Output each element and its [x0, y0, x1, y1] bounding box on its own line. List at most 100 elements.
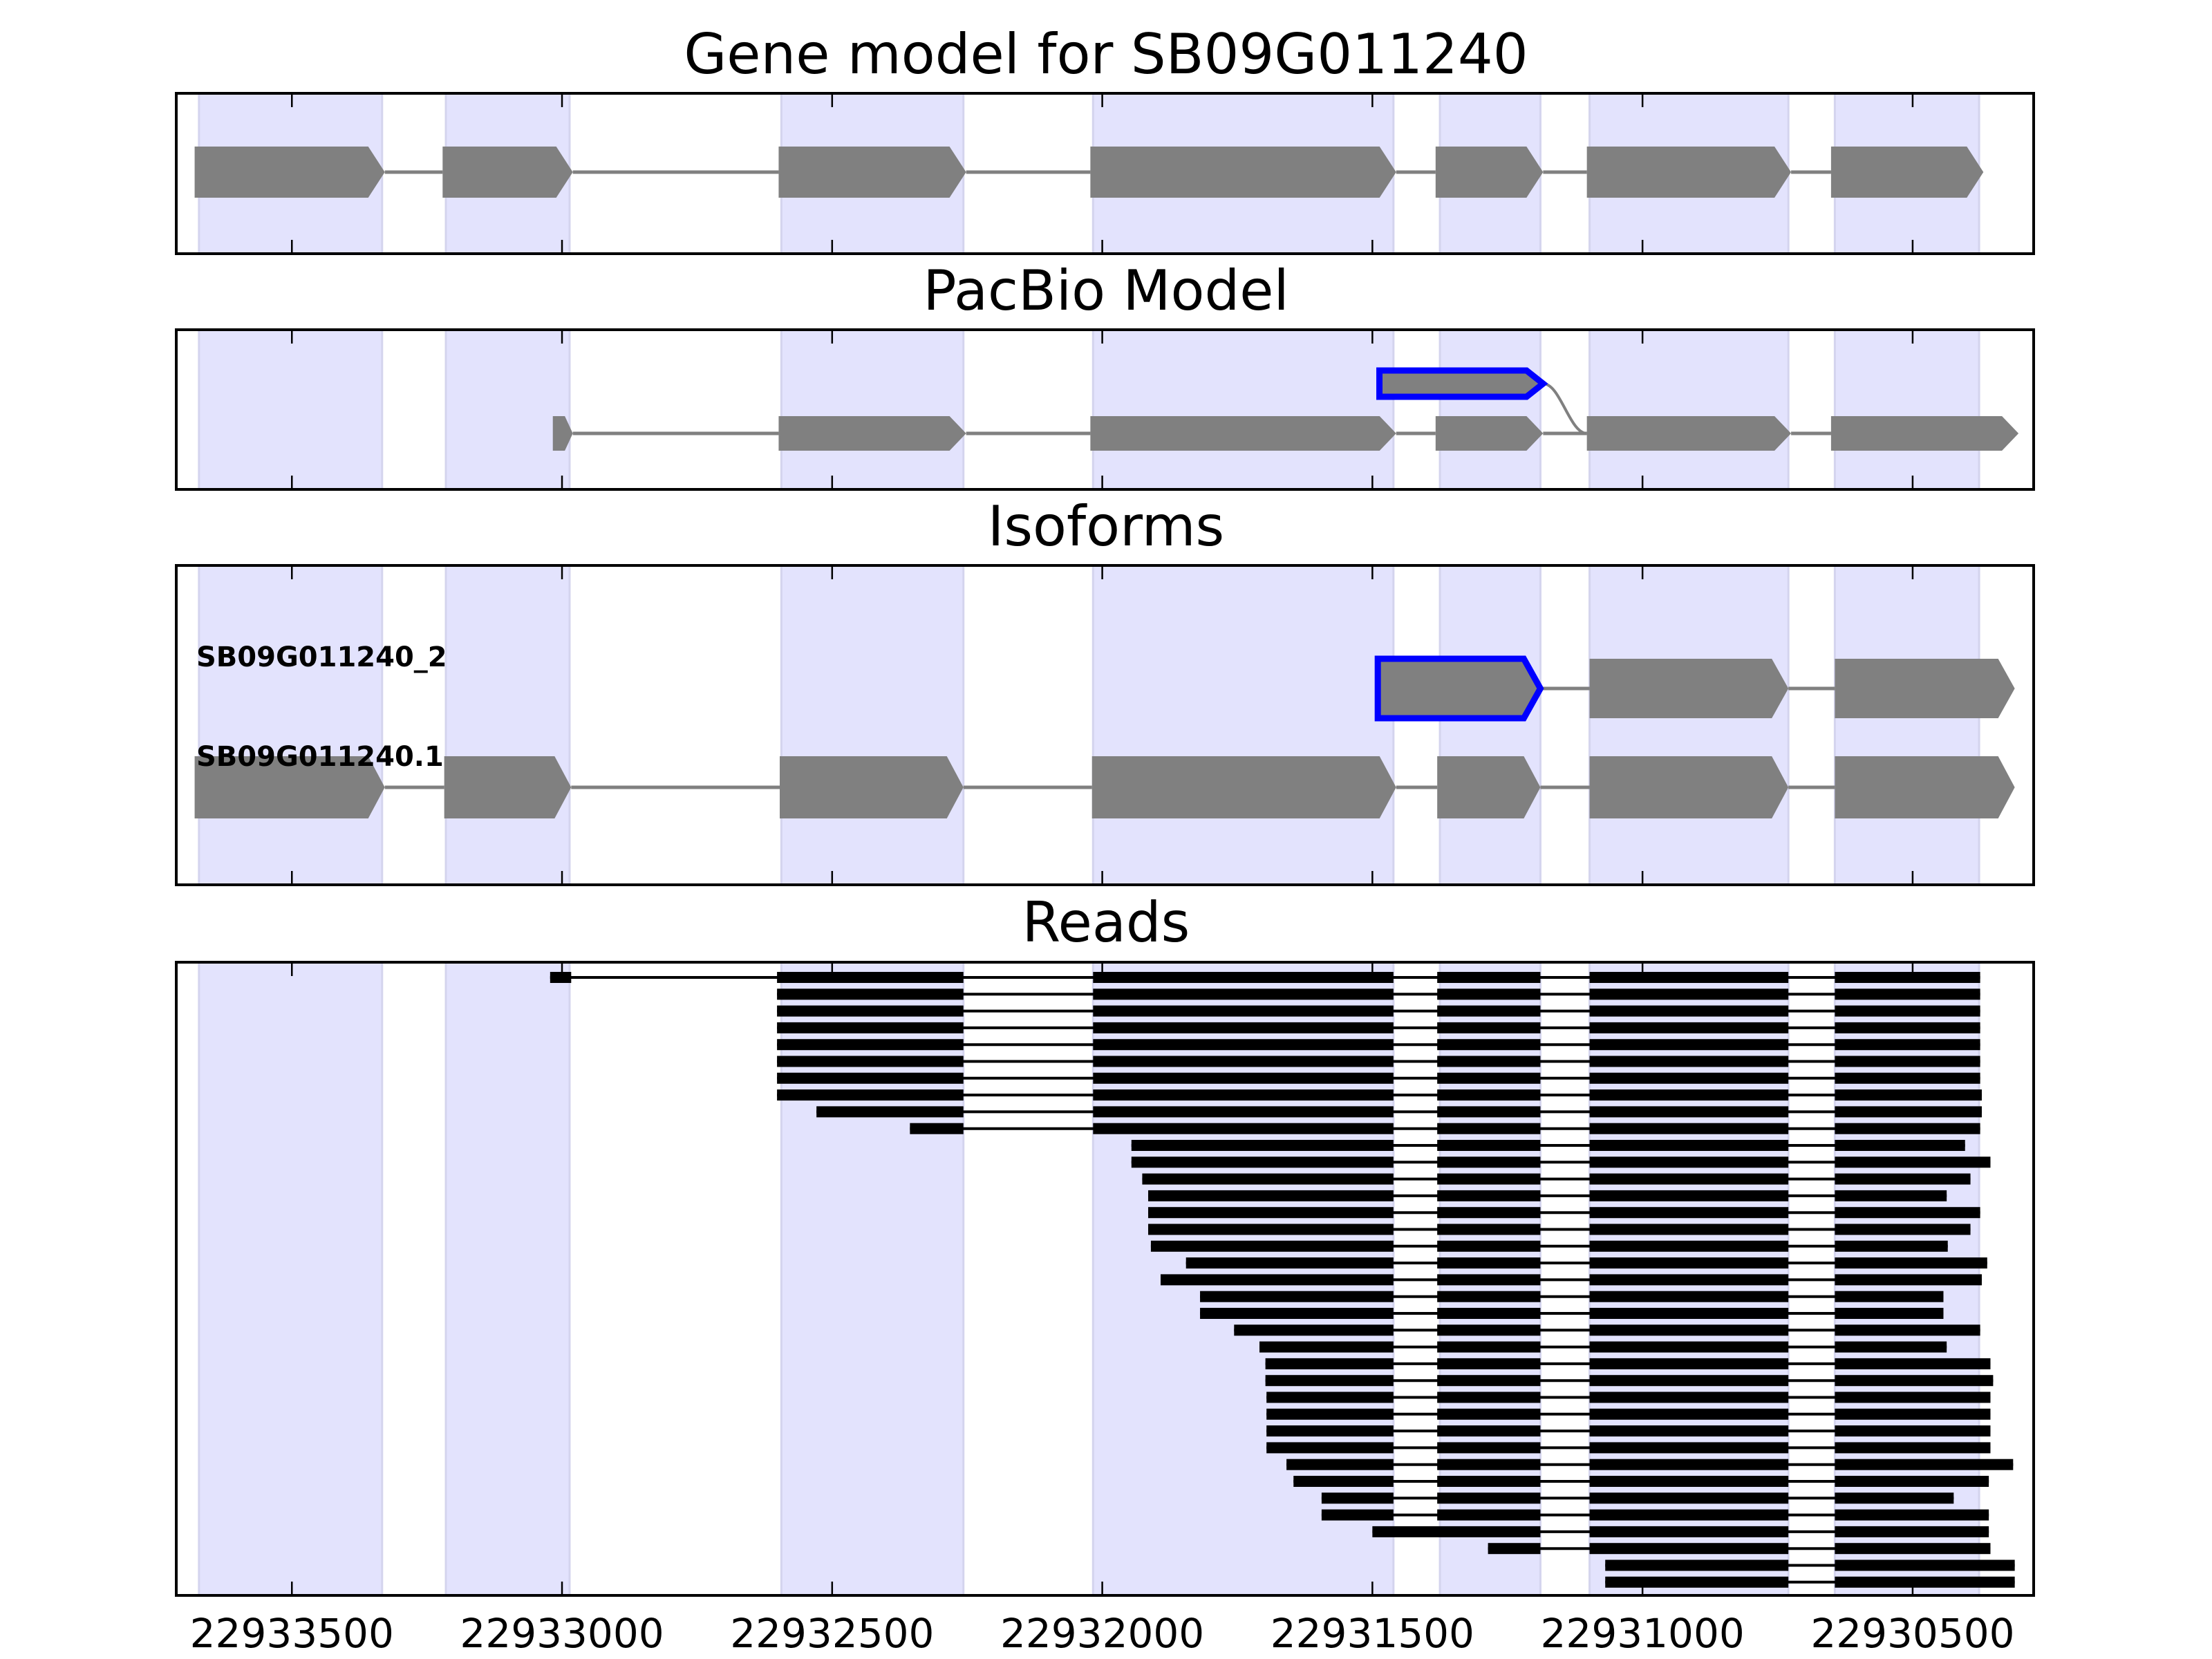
x-tick-label: 22933000: [460, 1610, 664, 1657]
read-row: [1131, 1140, 1965, 1151]
exon: [552, 416, 573, 451]
splice-junction-curve: [1542, 382, 1588, 435]
read-block: [1835, 1559, 2015, 1571]
exon: [780, 756, 964, 818]
read-block: [1589, 1005, 1789, 1017]
read-block: [1835, 1224, 1971, 1235]
read-block: [1589, 1072, 1789, 1084]
panel-frame: [175, 92, 2035, 255]
read-block: [1589, 1492, 1789, 1504]
exon: [1835, 659, 2015, 718]
read-block: [1093, 988, 1394, 1000]
read-row: [910, 1123, 1980, 1134]
read-block: [1589, 1509, 1789, 1521]
read-row: [1266, 1442, 1991, 1454]
panel-title-reads: Reads: [1022, 890, 1190, 955]
read-block: [1321, 1509, 1394, 1521]
read-block: [1488, 1543, 1541, 1555]
read-block: [1835, 1056, 1980, 1067]
read-row: [1266, 1425, 1991, 1437]
read-block: [1437, 1291, 1541, 1302]
read-block: [1835, 1576, 2015, 1588]
x-tick-label: 22932000: [1000, 1610, 1204, 1657]
read-block: [1437, 1207, 1541, 1219]
exon-shade-region: [444, 328, 571, 491]
read-row: [1148, 1207, 1980, 1219]
read-block: [1835, 1005, 1980, 1017]
read-block: [1266, 1391, 1394, 1403]
read-block: [1093, 1123, 1394, 1134]
read-block: [777, 1089, 964, 1101]
read-block: [1437, 1123, 1541, 1134]
read-row: [1286, 1459, 2014, 1470]
read-block: [1234, 1324, 1394, 1336]
read-block: [1437, 1257, 1541, 1269]
read-block: [1835, 1190, 1947, 1201]
read-row: [1161, 1274, 1982, 1286]
read-block: [1835, 1072, 1980, 1084]
read-block: [1150, 1240, 1394, 1252]
read-row: [1148, 1224, 1971, 1235]
exon-shade-region: [1833, 328, 1980, 491]
read-block: [1589, 1056, 1789, 1067]
read-block: [1589, 1156, 1789, 1168]
exon: [1830, 147, 1984, 198]
read-block: [1200, 1308, 1394, 1319]
read-block: [1437, 1442, 1541, 1454]
isoform-label-2: SB09G011240_2: [196, 641, 447, 673]
read-block: [1437, 1408, 1541, 1420]
exon: [1589, 756, 1789, 818]
read-block: [777, 1005, 964, 1017]
exon: [1589, 659, 1789, 718]
read-block: [1835, 1341, 1947, 1353]
exon: [1586, 416, 1792, 451]
exon-shade-region: [198, 564, 384, 886]
read-row: [1185, 1257, 1987, 1269]
read-row: [1142, 1173, 1971, 1185]
read-block: [1093, 1106, 1394, 1118]
read-row: [1605, 1559, 2015, 1571]
read-block: [1589, 1476, 1789, 1487]
read-block: [1437, 1022, 1541, 1033]
read-row: [1234, 1324, 1980, 1336]
exon-shade-region: [198, 961, 384, 1597]
read-row: [777, 1039, 1980, 1051]
read-block: [1437, 1459, 1541, 1470]
read-block: [1589, 1123, 1789, 1134]
read-block: [777, 1056, 964, 1067]
x-tick-label: 22930500: [1810, 1610, 2014, 1657]
read-row: [1148, 1190, 1947, 1201]
read-row: [777, 1056, 1980, 1067]
read-block: [1835, 1173, 1971, 1185]
read-block: [1437, 1039, 1541, 1051]
read-block: [1589, 1442, 1789, 1454]
read-block: [1148, 1207, 1394, 1219]
read-block: [1372, 1526, 1541, 1537]
read-block: [1835, 1207, 1980, 1219]
read-block: [1437, 972, 1541, 983]
read-block: [1835, 972, 1980, 983]
x-tick-label: 22931000: [1541, 1610, 1745, 1657]
read-row: [777, 1089, 1982, 1101]
exon: [1586, 147, 1792, 198]
exon: [1835, 756, 2015, 818]
read-block: [1437, 1509, 1541, 1521]
exon: [1435, 416, 1544, 451]
read-row: [777, 988, 1980, 1000]
read-block: [1589, 1291, 1789, 1302]
read-row: [1321, 1492, 1954, 1504]
highlighted-exon: [1374, 655, 1544, 722]
read-block: [1200, 1291, 1394, 1302]
read-row: [1605, 1576, 2015, 1588]
read-block: [1265, 1375, 1394, 1387]
read-block: [1293, 1476, 1394, 1487]
panel-title-gene-model: Gene model for SB09G011240: [684, 22, 1528, 86]
panel-title-pacbio: PacBio Model: [923, 259, 1288, 323]
read-row: [777, 1022, 1980, 1033]
read-row: [1131, 1156, 1991, 1168]
panel-frame: [175, 564, 2035, 886]
read-block: [1589, 1324, 1789, 1336]
exon-shade-region: [1588, 564, 1790, 886]
read-block: [1589, 988, 1789, 1000]
read-block: [1437, 1072, 1541, 1084]
